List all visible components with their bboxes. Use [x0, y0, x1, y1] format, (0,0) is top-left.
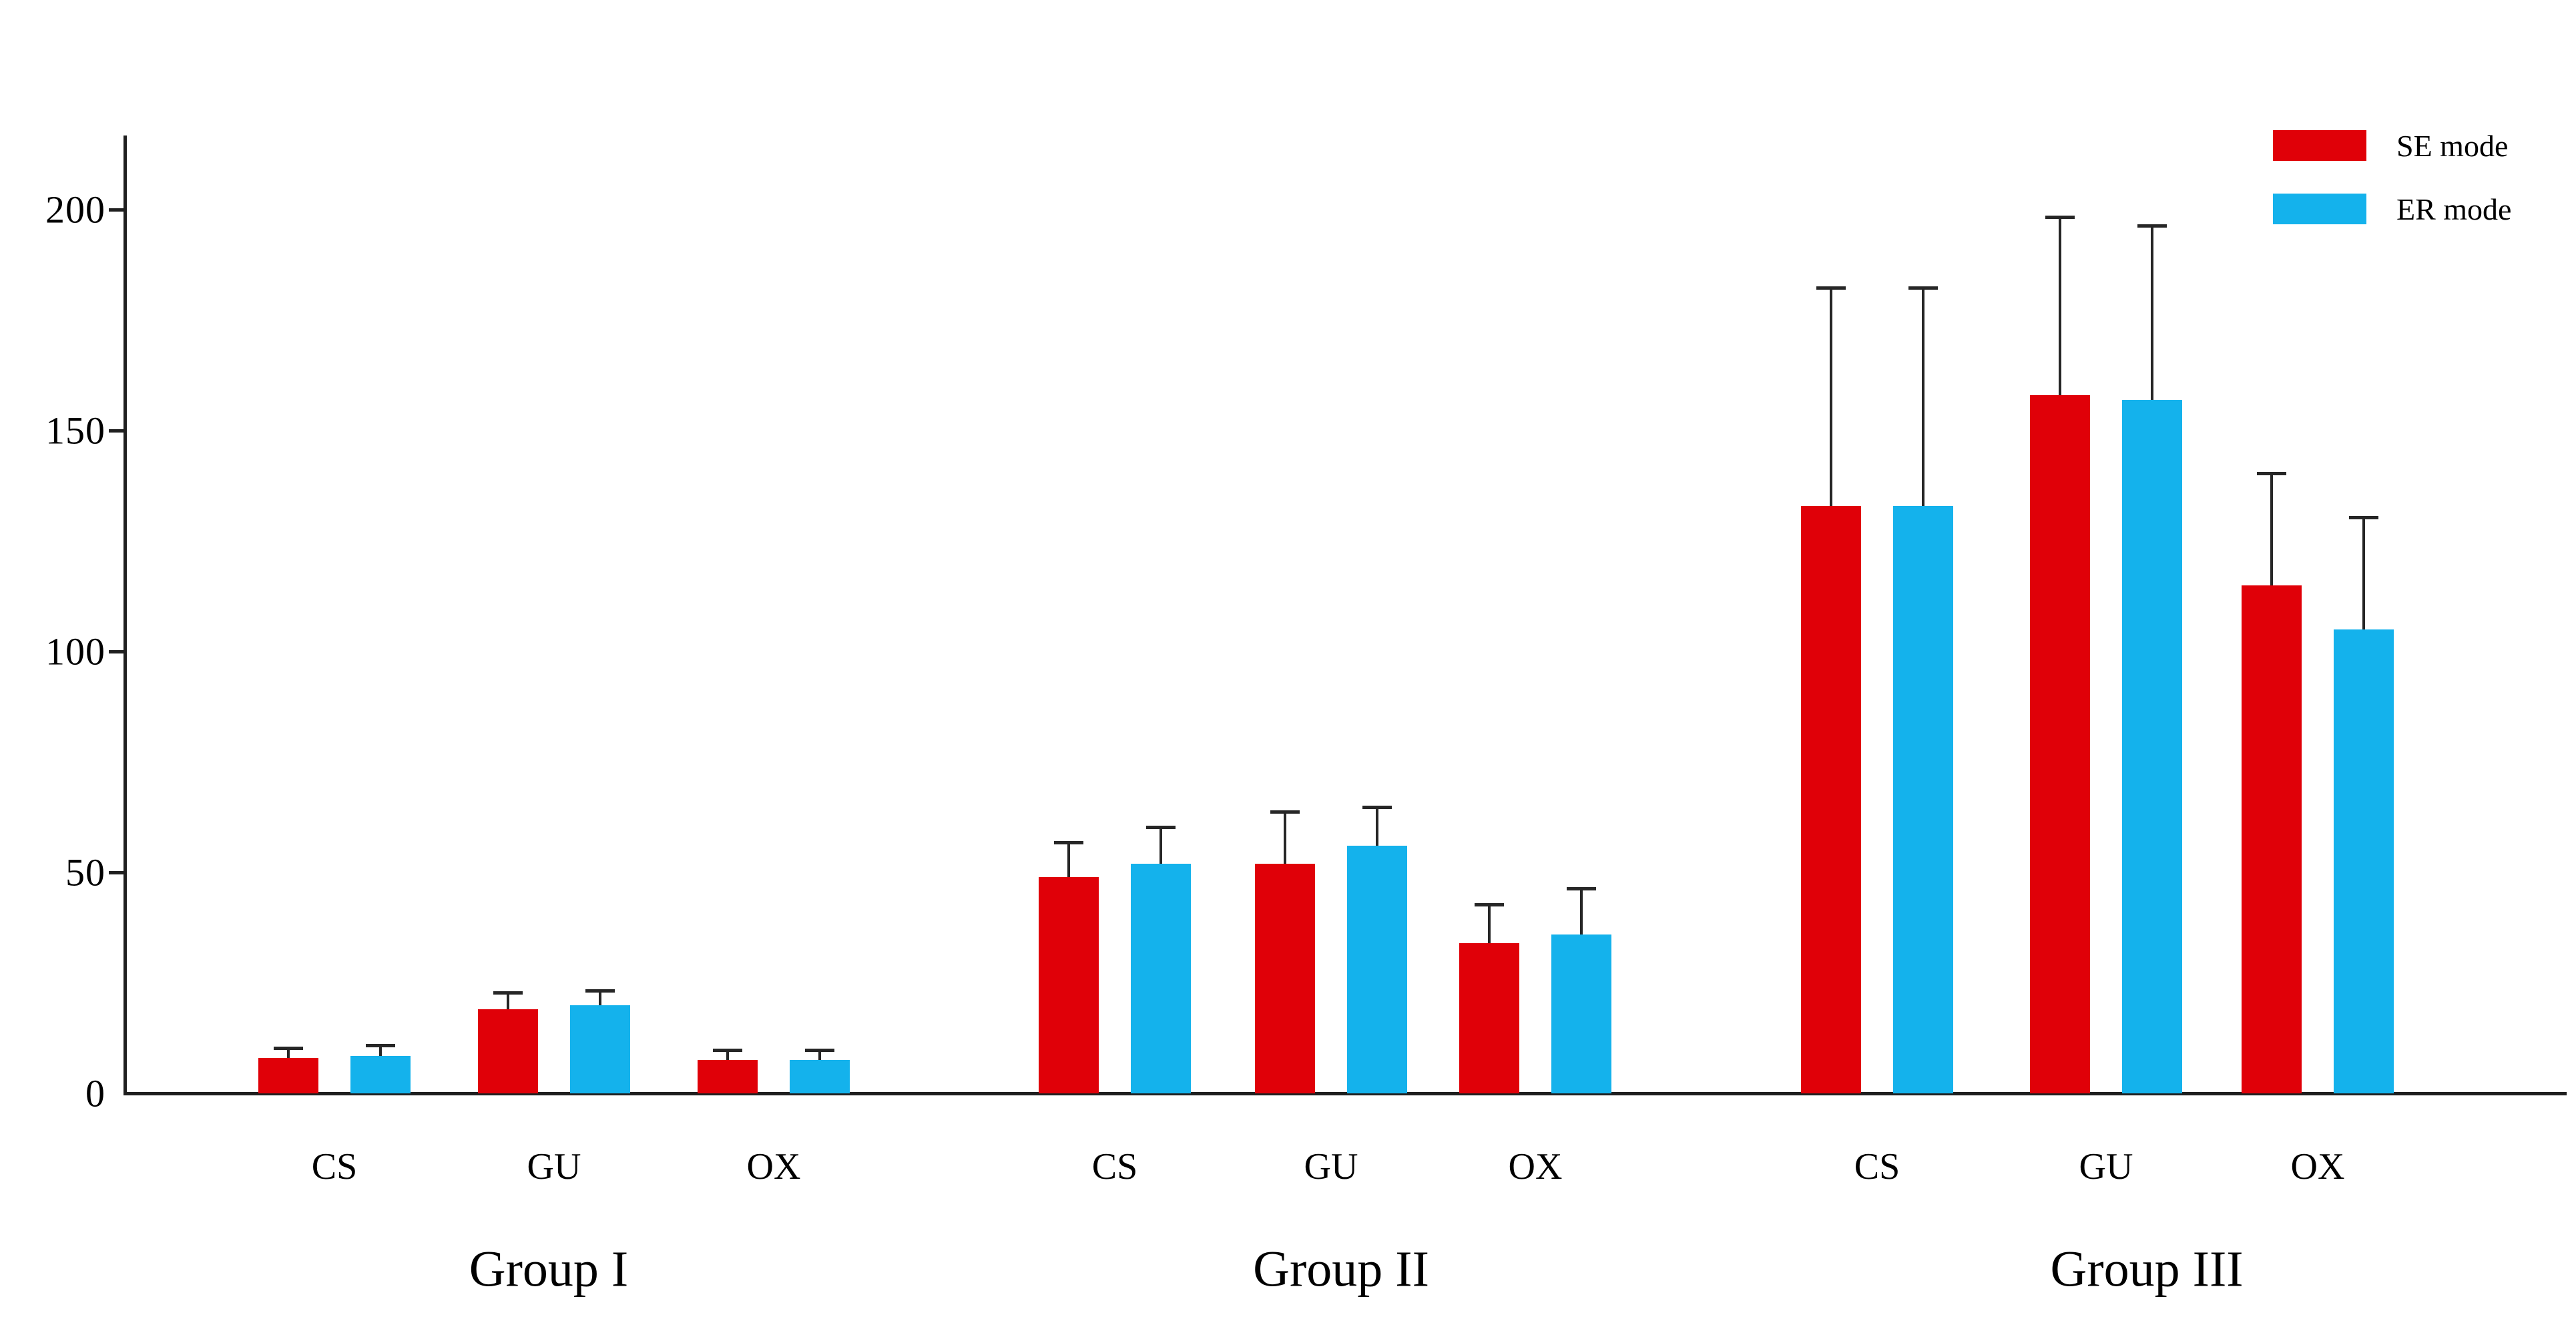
error-bar-stem-er-g3-cs	[1922, 289, 1924, 506]
error-bar-stem-se-g2-ox	[1488, 905, 1491, 943]
error-bar-cap-er-g1-cs	[366, 1044, 395, 1048]
y-axis-line	[123, 136, 127, 1095]
error-bar-cap-se-g1-gu	[493, 991, 523, 995]
category-label-g3-cs: CS	[1854, 1146, 1900, 1187]
error-bar-cap-se-g3-cs	[1816, 286, 1846, 290]
bar-se-g3-ox	[2242, 585, 2302, 1093]
error-bar-stem-se-g2-gu	[1284, 812, 1286, 864]
group-label-2: Group II	[1253, 1241, 1429, 1298]
error-bar-cap-er-g2-cs	[1146, 825, 1176, 829]
y-tick-100	[109, 649, 125, 653]
error-bar-cap-se-g1-cs	[274, 1046, 303, 1050]
bar-er-g2-gu	[1347, 846, 1407, 1093]
error-bar-stem-er-g1-gu	[599, 991, 601, 1005]
y-tick-label-150: 150	[45, 409, 105, 453]
error-bar-stem-se-g2-cs	[1067, 843, 1070, 877]
error-bar-cap-se-g1-ox	[713, 1049, 742, 1053]
error-bar-stem-er-g2-gu	[1376, 808, 1378, 846]
error-bar-cap-se-g2-ox	[1475, 902, 1504, 906]
bar-se-g3-gu	[2030, 395, 2090, 1093]
error-bar-cap-er-g3-gu	[2137, 224, 2167, 228]
error-bar-stem-se-g1-ox	[726, 1051, 729, 1061]
bar-se-g1-ox	[698, 1060, 758, 1093]
category-label-g3-gu: GU	[2079, 1146, 2133, 1187]
error-bar-cap-er-g1-gu	[585, 989, 615, 993]
category-label-g1-gu: GU	[527, 1146, 581, 1187]
y-tick-150	[109, 429, 125, 433]
legend-entry-se: SE mode	[2273, 128, 2511, 163]
bar-se-g2-cs	[1039, 876, 1099, 1093]
error-bar-stem-se-g3-cs	[1830, 289, 1832, 506]
error-bar-stem-er-g1-ox	[818, 1051, 821, 1061]
y-tick-label-50: 50	[65, 850, 105, 894]
error-bar-cap-se-g2-gu	[1270, 810, 1300, 814]
error-bar-stem-se-g1-gu	[507, 994, 509, 1010]
error-bar-stem-er-g1-cs	[379, 1047, 382, 1056]
category-label-g2-ox: OX	[1508, 1146, 1563, 1187]
error-bar-cap-er-g3-cs	[1908, 286, 1938, 290]
error-bar-cap-er-g2-gu	[1362, 806, 1392, 809]
category-label-g3-ox: OX	[2290, 1146, 2345, 1187]
error-bar-cap-se-g3-gu	[2045, 216, 2075, 220]
error-bar-stem-se-g3-ox	[2270, 475, 2273, 585]
legend-swatch-er-mode	[2273, 194, 2366, 224]
y-tick-label-0: 0	[85, 1071, 105, 1115]
error-bar-stem-er-g3-ox	[2362, 519, 2365, 629]
error-bar-cap-se-g2-cs	[1054, 840, 1083, 844]
bar-er-g1-cs	[350, 1055, 411, 1093]
error-bar-cap-er-g2-ox	[1567, 887, 1596, 891]
legend-swatch-se-mode	[2273, 130, 2366, 161]
error-bar-cap-er-g1-ox	[805, 1049, 834, 1053]
x-axis-line	[123, 1092, 2567, 1095]
y-tick-50	[109, 870, 125, 874]
legend-entry-er: ER mode	[2273, 192, 2512, 226]
bar-er-g3-cs	[1893, 505, 1953, 1093]
error-bar-stem-er-g2-cs	[1160, 828, 1162, 864]
bar-se-g2-gu	[1255, 863, 1315, 1093]
category-label-g1-cs: CS	[311, 1146, 358, 1187]
y-tick-label-200: 200	[45, 188, 105, 232]
group-label-1: Group I	[469, 1241, 629, 1298]
bar-er-g2-ox	[1551, 934, 1611, 1093]
error-bar-stem-se-g3-gu	[2059, 218, 2061, 396]
bar-se-g2-ox	[1459, 943, 1519, 1093]
error-bar-cap-se-g3-ox	[2257, 472, 2286, 476]
bar-er-g3-gu	[2122, 399, 2182, 1093]
legend-label-se-mode: SE mode	[2396, 128, 2509, 163]
legend: SE mode ER mode	[2273, 128, 2512, 257]
bar-se-g1-gu	[478, 1009, 538, 1093]
error-bar-cap-er-g3-ox	[2349, 516, 2378, 520]
bar-er-g1-gu	[570, 1005, 630, 1093]
error-bar-stem-er-g3-gu	[2151, 227, 2153, 400]
category-label-g2-gu: GU	[1304, 1146, 1358, 1187]
bar-er-g2-cs	[1131, 863, 1191, 1093]
y-tick-200	[109, 208, 125, 212]
bar-er-g3-ox	[2334, 629, 2394, 1093]
y-tick-label-100: 100	[45, 629, 105, 674]
category-label-g2-cs: CS	[1091, 1146, 1138, 1187]
group-label-3: Group III	[2050, 1241, 2244, 1298]
bar-se-g1-cs	[258, 1058, 318, 1093]
bar-er-g1-ox	[790, 1060, 850, 1093]
error-bar-stem-er-g2-ox	[1580, 890, 1583, 934]
legend-label-er-mode: ER mode	[2396, 192, 2512, 226]
bar-se-g3-cs	[1801, 505, 1861, 1093]
category-label-g1-ox: OX	[746, 1146, 801, 1187]
error-bar-stem-se-g1-cs	[287, 1049, 290, 1059]
